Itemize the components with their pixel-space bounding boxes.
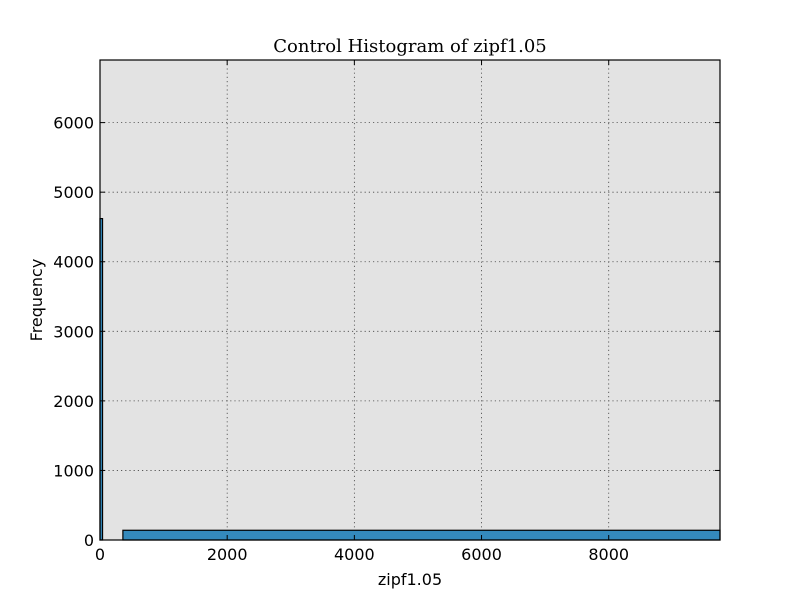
x-tick-label: 8000 <box>588 545 629 564</box>
y-tick-label: 5000 <box>53 183 94 202</box>
y-tick-label: 3000 <box>53 322 94 341</box>
plot-area-frame <box>99 59 721 541</box>
y-axis-label: Frequency <box>27 259 46 342</box>
x-axis-label: zipf1.05 <box>378 570 442 589</box>
x-tick-label: 0 <box>95 545 105 564</box>
x-tick-label: 6000 <box>461 545 502 564</box>
histogram-bar <box>122 529 721 541</box>
chart-title: Control Histogram of zipf1.05 <box>273 36 547 57</box>
x-tick-label: 2000 <box>207 545 248 564</box>
x-tick-label: 4000 <box>334 545 375 564</box>
y-tick-label: 4000 <box>53 253 94 272</box>
y-tick-label: 0 <box>84 531 94 550</box>
tick-labels: 0 2000 4000 6000 8000 0 1000 2000 3000 4000 5000 60… <box>53 114 629 564</box>
y-tick-label: 1000 <box>53 461 94 480</box>
y-tick-label: 2000 <box>53 392 94 411</box>
grid-lines <box>100 60 720 540</box>
axis-ticks <box>99 60 720 541</box>
y-tick-label: 6000 <box>53 114 94 133</box>
plot-area-background <box>100 60 720 540</box>
